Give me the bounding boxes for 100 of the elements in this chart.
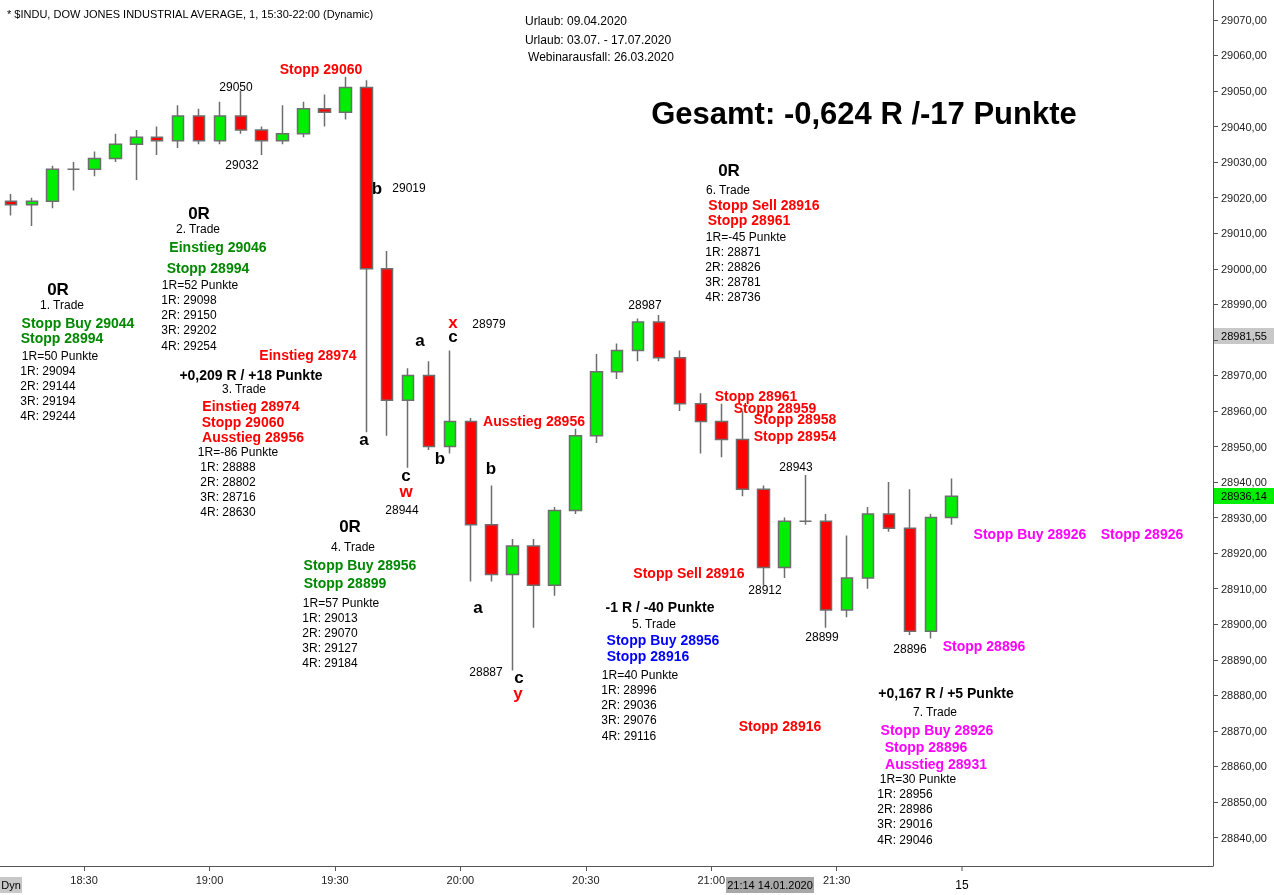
annotation: x [448, 312, 459, 332]
candlestick [589, 353, 604, 444]
candlestick [171, 104, 185, 149]
annotation: Einstieg 29046 [169, 239, 267, 255]
candlestick [903, 488, 917, 636]
candlestick [25, 196, 39, 227]
annotation: 0R [339, 516, 361, 536]
annotation: 7. Trade [912, 705, 958, 719]
y-tick-label: 28840,00 [1221, 831, 1267, 844]
text: 15 [955, 878, 969, 892]
candlestick [924, 513, 938, 640]
annotation: Stopp 29060 [279, 61, 363, 77]
x-tick-label: 18:30 [70, 873, 98, 886]
annotation: Stopp 28896 [884, 739, 968, 755]
candlestick [568, 427, 583, 515]
annotation: 28987 [628, 298, 663, 312]
annotation: 1R=40 Punkte [601, 668, 679, 682]
annotation: 4R: 29046 [877, 833, 934, 847]
annotation: 3. Trade [221, 382, 267, 396]
annotation: Stopp 28994 [166, 260, 250, 276]
candlestick [631, 317, 645, 362]
candlestick [45, 164, 60, 210]
annotation: Stopp Buy 28926 [880, 722, 994, 738]
annotation: a [473, 597, 484, 617]
annotation: 2R: 29150 [161, 308, 218, 322]
candlestick [673, 349, 687, 412]
candlestick [484, 484, 499, 583]
candlestick [777, 516, 792, 579]
candlestick [401, 367, 415, 469]
annotation: 29032 [225, 158, 260, 172]
y-tick-label: 29030,00 [1221, 156, 1267, 169]
candlestick [819, 513, 833, 629]
candlestick [213, 100, 227, 146]
annotation: 3R: 29076 [601, 713, 658, 727]
annotation: 2R: 28802 [200, 475, 257, 489]
annotation: 28943 [779, 460, 814, 474]
candlestick [422, 360, 436, 451]
candlestick [4, 193, 18, 217]
annotation: b [371, 178, 383, 198]
candlestick [359, 79, 374, 434]
annotation: Stopp Buy 28956 [606, 632, 720, 648]
y-tick-label: 28990,00 [1221, 298, 1267, 311]
candlestick [275, 104, 290, 146]
annotation: 3R: 29202 [161, 323, 218, 337]
y-tick-label: 28900,00 [1221, 618, 1267, 631]
candlestick [192, 108, 206, 146]
annotation: Ausstieg 28931 [885, 756, 988, 772]
y-tick-label: 28930,00 [1221, 511, 1267, 524]
annotation: +0,209 R / +18 Punkte [179, 367, 323, 383]
annotation: 4. Trade [330, 540, 376, 554]
annotation: Webinarausfall: 26.03.2020 [528, 50, 675, 64]
annotation: Stopp 28926 [1100, 526, 1184, 542]
y-tick-label: 28940,00 [1221, 476, 1267, 489]
candlestick [296, 100, 311, 138]
annotation: 1R: 28871 [705, 245, 762, 259]
annotation: 1R: 28956 [877, 787, 934, 801]
annotation: 0R [188, 203, 210, 223]
y-tick-label: 28960,00 [1221, 404, 1267, 417]
y-tick-label: 29010,00 [1221, 227, 1267, 240]
candlestick [505, 538, 520, 672]
candlestick [338, 76, 353, 121]
y-tick-label: 28850,00 [1221, 796, 1267, 809]
candlestick [798, 474, 813, 526]
annotation: 28979 [472, 317, 507, 331]
y-tick-label: 28870,00 [1221, 724, 1267, 737]
y-tick-label: 28920,00 [1221, 547, 1267, 560]
x-tick-label: 19:00 [195, 873, 224, 886]
annotation: 1R=52 Punkte [161, 278, 239, 292]
candlestick [129, 129, 144, 181]
annotation: 1R: 28888 [200, 460, 257, 474]
annotation: 3R: 28716 [200, 490, 257, 504]
annotation: -1 R / -40 Punkte [605, 599, 715, 615]
candlestick [380, 250, 394, 437]
annotation: Einstieg 28974 [202, 398, 300, 414]
annotation: Stopp 28916 [606, 648, 690, 664]
x-tick-label: 20:30 [572, 873, 600, 886]
annotation: a [415, 330, 426, 350]
candlestick [464, 417, 478, 583]
candlestick [944, 477, 959, 526]
annotation: Ausstieg 28956 [202, 429, 305, 445]
text: 28936,14 [1221, 490, 1267, 502]
annotation: Stopp 28994 [20, 330, 104, 346]
y-tick-label: 28950,00 [1221, 440, 1267, 453]
annotation: b [485, 458, 497, 478]
y-tick-label: 29040,00 [1221, 120, 1267, 133]
annotation: 2R: 29070 [302, 626, 359, 640]
candlestick [108, 132, 123, 163]
y-tick-label: 29050,00 [1221, 85, 1267, 98]
candlestick [254, 125, 269, 156]
y-tick-label: 28910,00 [1221, 582, 1267, 595]
annotation: 2R: 28986 [877, 802, 934, 816]
annotation: 28887 [469, 665, 504, 679]
candlestick [756, 484, 771, 586]
annotation: 4R: 29254 [161, 339, 218, 353]
x-tick-label: 21:30 [822, 873, 851, 886]
annotation: Stopp Sell 28916 [708, 197, 820, 213]
text: * $INDU, DOW JONES INDUSTRIAL AVERAGE, 1, 15:30-22:00 (Dynamic) [7, 7, 374, 20]
annotation: 2. Trade [175, 222, 221, 236]
annotation: 29019 [392, 181, 427, 195]
candlestick [861, 506, 875, 590]
